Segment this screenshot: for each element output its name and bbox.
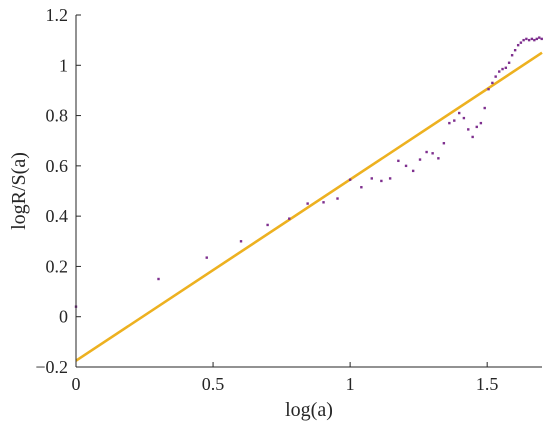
data-point [504,66,508,69]
labels-layer: log(a) logR/S(a) [8,152,333,421]
data-point [418,158,422,161]
data-point [288,217,291,220]
data-point [540,37,543,41]
data-point [538,36,541,39]
data-point [404,164,408,168]
y-tick-label: 0 [59,307,68,327]
x-tick-label: 0.5 [202,374,225,394]
data-point [442,142,446,145]
y-tick-label: 1.2 [46,5,69,25]
y-tick-label: −0.2 [35,357,68,377]
data-point [527,38,531,42]
data-point [483,106,486,110]
data-point [157,277,160,281]
axes-layer: 0 0.5 1 1.5−0.200.20.40.60.811.2 [35,5,542,394]
data-point [479,121,483,125]
x-tick-label: 1 [346,374,355,394]
data-point [431,152,434,155]
fit-line-layer [75,51,543,362]
data-point [535,37,538,41]
data-point [411,169,415,173]
data-point [471,135,474,139]
data-point [266,223,269,227]
y-axis-label: logR/S(a) [8,152,30,230]
data-point [306,202,309,205]
data-point [519,41,523,44]
data-point [462,116,466,120]
data-point [530,37,534,41]
y-tick-label: 0.6 [46,156,69,176]
data-point [448,121,451,125]
data-point [522,38,525,42]
data-point [487,87,490,91]
data-point [425,150,428,154]
data-point [467,128,470,131]
y-tick-label: 0.4 [46,206,69,226]
data-point [525,37,528,41]
data-point [458,111,461,115]
data-point [397,159,400,163]
data-point [348,178,352,181]
data-points-layer [74,36,543,308]
data-point [501,67,504,71]
data-point [494,75,497,78]
y-tick-label: 0.2 [46,256,69,276]
data-point [388,177,392,180]
data-point [380,179,383,183]
data-point [475,125,478,129]
data-point [336,197,339,200]
data-point [370,177,373,180]
x-axis-label: log(a) [285,399,333,421]
x-tick-label: 1.5 [476,374,499,394]
x-tick-label: 0 [72,374,81,394]
data-point [239,240,243,243]
data-point [360,186,363,189]
data-point [507,61,511,64]
data-point [498,70,501,73]
data-point [453,119,456,122]
data-point [322,201,325,204]
fit-line [75,51,543,362]
data-point [533,38,536,42]
y-tick-label: 0.8 [46,106,69,126]
data-point [513,49,517,52]
data-point [516,43,520,47]
data-point [205,256,208,259]
data-point [491,81,494,85]
data-point [510,54,514,57]
data-point [437,157,440,160]
y-tick-label: 1 [59,55,68,75]
